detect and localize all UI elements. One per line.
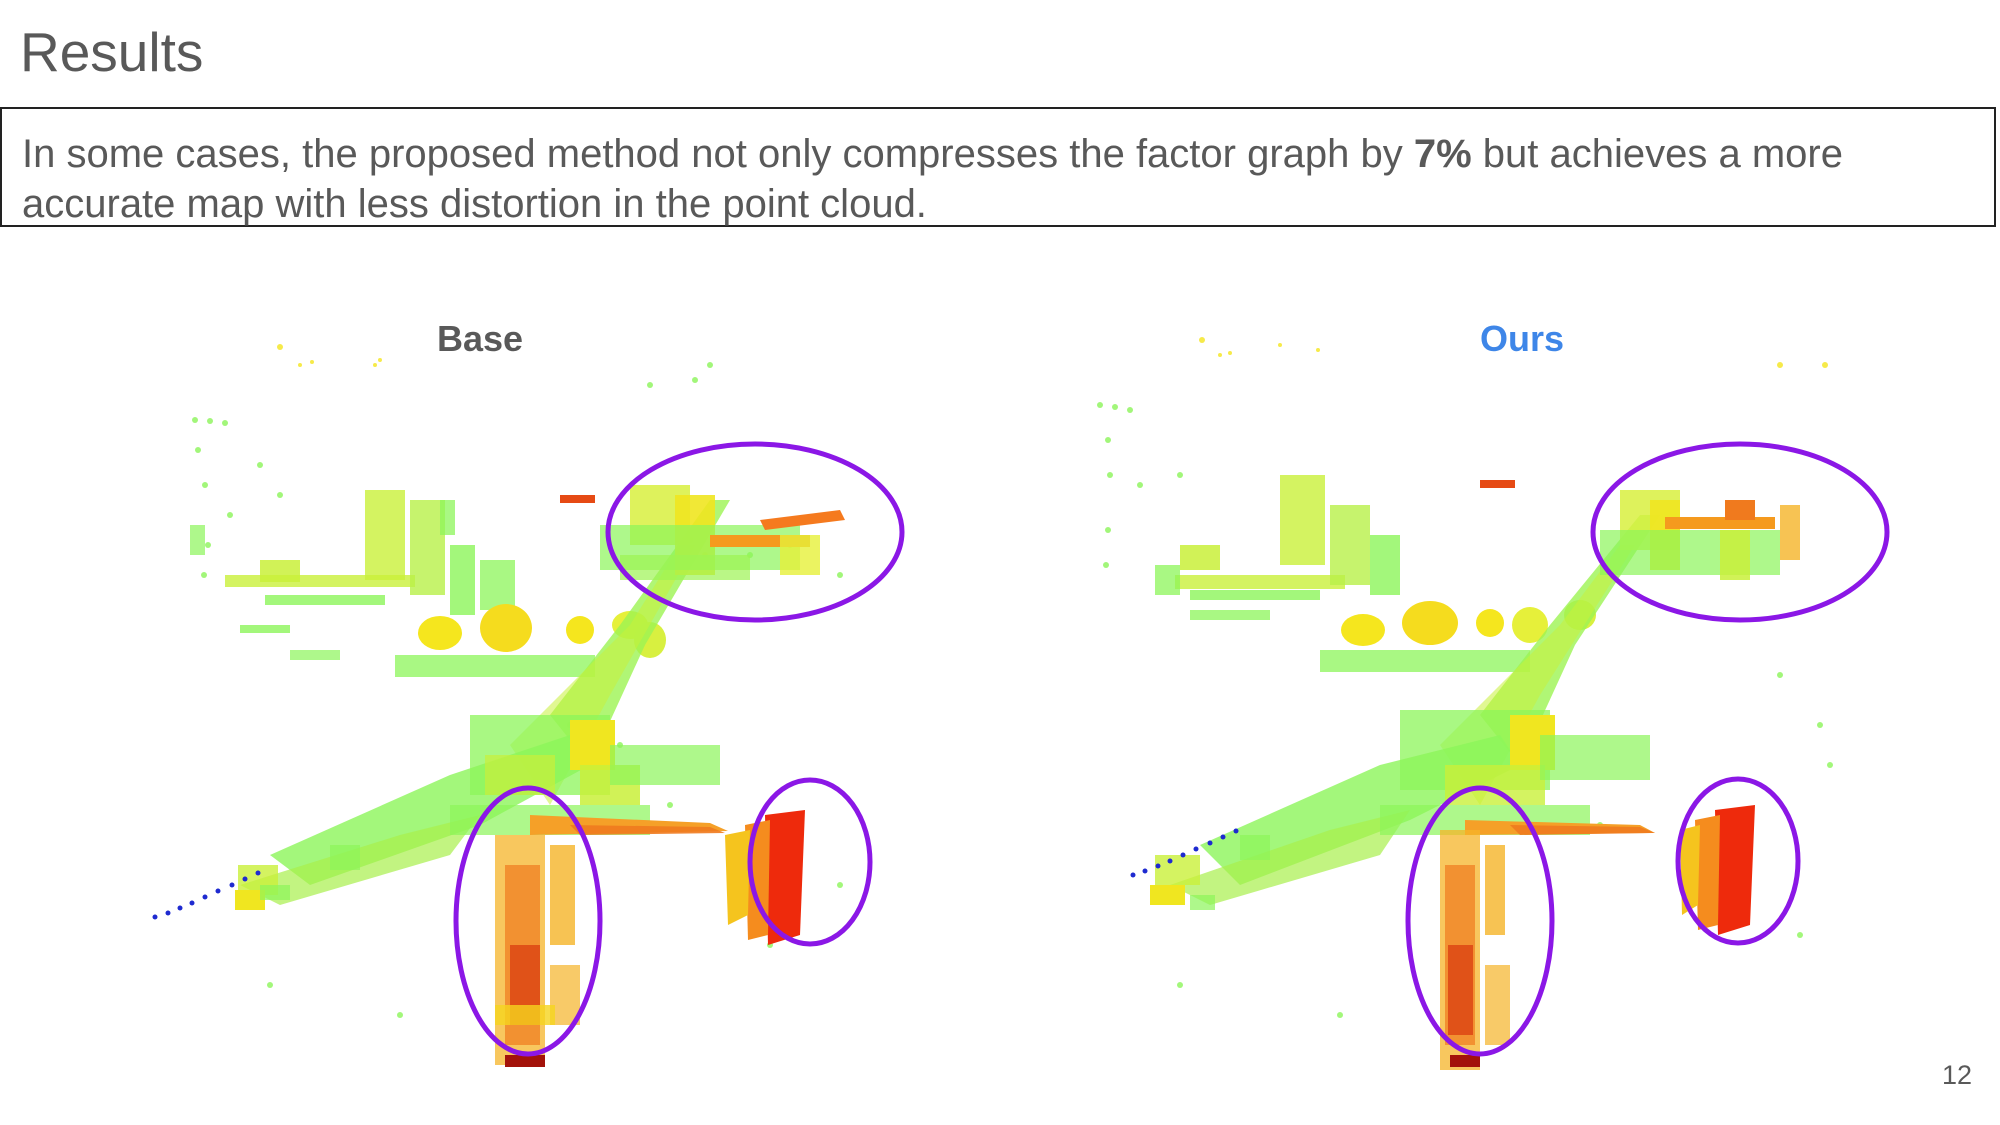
base-upper-right-highlight xyxy=(605,441,905,623)
summary-callout: In some cases, the proposed method not o… xyxy=(0,107,1996,227)
base-panel-label: Base xyxy=(437,318,524,359)
base-cloud-fragments xyxy=(152,344,845,1067)
ours-point-cloud xyxy=(1097,337,1890,1070)
ours-right-slab-highlight xyxy=(1675,776,1801,946)
base-point-cloud xyxy=(152,344,905,1067)
callout-text-start: In some cases, the proposed method not o… xyxy=(22,132,1414,176)
ours-panel-label: Ours xyxy=(1480,318,1565,359)
page-number: 12 xyxy=(1941,1060,1972,1090)
slide-title: Results xyxy=(20,21,204,83)
ours-cloud-fragments xyxy=(1097,337,1833,1070)
base-right-slab-highlight xyxy=(747,777,873,947)
ours-upper-right-highlight xyxy=(1590,441,1890,623)
callout-highlight-value: 7% xyxy=(1413,132,1472,176)
callout-text-end: but achieves a more accurate map with le… xyxy=(22,132,1843,226)
ours-bottom-column-highlight xyxy=(1405,785,1555,1057)
base-bottom-column-highlight xyxy=(453,785,603,1057)
